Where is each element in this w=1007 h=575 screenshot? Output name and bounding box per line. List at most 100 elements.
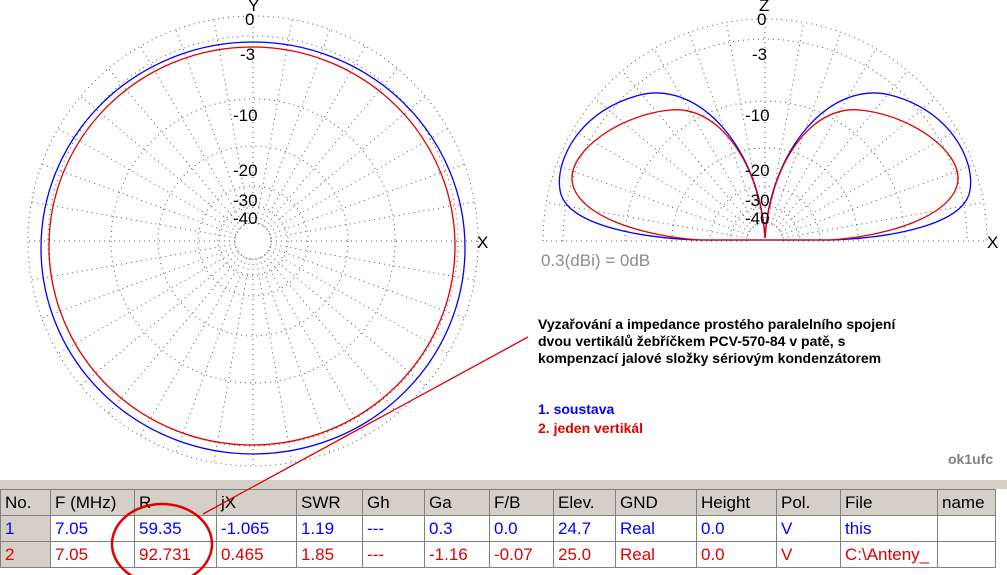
azimuth-ring-label-40: -40 [233,209,258,228]
grid-spoke [556,164,749,236]
header-swr[interactable]: SWR [296,489,363,516]
elevation-pattern-curves [558,92,972,241]
scale-note: 0.3(dBi) = 0dB [541,251,651,270]
grid-spoke [773,48,877,226]
cell-jx[interactable]: 0.465 [216,541,297,568]
grid-spoke [781,164,974,236]
grid-arc [671,147,859,242]
cell-no[interactable]: 2 [0,541,51,568]
azimuth-ring-label-3: -3 [240,45,255,64]
elevation-ring-label-20: -20 [745,161,770,180]
header-pol[interactable]: Pol. [776,489,841,516]
cell-ga[interactable]: 0.3 [424,515,490,542]
table-divider [0,480,1007,489]
header-jx[interactable]: jX [216,489,297,516]
legend-item-2: 2. jeden vertikál [538,420,644,436]
grid-spoke [269,246,465,319]
pattern-curve-series-2 [571,109,959,241]
cell-swr[interactable]: 1.85 [296,541,363,568]
header-elev[interactable]: Elev. [553,489,616,516]
elevation-ring-label-40: -40 [745,209,770,228]
cell-fb[interactable]: 0.0 [489,515,554,542]
grid-spoke [780,129,958,233]
azimuth-axis-x-label: X [477,233,488,252]
pattern-curve-series-1 [40,41,466,455]
header-gnd[interactable]: GND [615,489,697,516]
legend-item-1: 1. soustava [538,401,615,417]
grid-spoke [270,201,475,239]
cell-frequency[interactable]: 7.05 [50,515,135,542]
azimuth-pattern-curves [40,41,466,455]
cell-fb[interactable]: -0.07 [489,541,554,568]
description-text: Vyzařování a impedance prostého paraleln… [538,316,896,366]
cell-no[interactable]: 1 [0,515,51,542]
cell-file[interactable]: C:\Anteny_ [840,541,938,568]
header-fb[interactable]: F/B [489,489,554,516]
grid-arc [729,205,801,242]
grid-spoke [266,252,426,387]
grid-spoke [107,68,242,228]
grid-ring [27,15,479,467]
cell-swr[interactable]: 1.19 [296,515,363,542]
cell-elev[interactable]: 25.0 [553,541,616,568]
grid-spoke [255,258,293,463]
azimuth-grid [27,15,479,467]
cell-elev[interactable]: 24.7 [553,515,616,542]
table-header-row: No. F (MHz) R jX SWR Gh Ga F/B Elev. GND… [0,489,996,516]
grid-spoke [778,97,936,230]
elevation-ring-label-0: 0 [757,10,766,29]
cell-r[interactable]: 59.35 [134,515,217,542]
cell-ga[interactable]: -1.16 [424,541,490,568]
grid-spoke [31,201,236,239]
grid-spoke [266,95,426,230]
header-gh[interactable]: Gh [362,489,425,516]
grid-spoke [41,163,237,236]
azimuth-ring-label-20: -20 [233,161,258,180]
azimuth-ring-label-30: -30 [233,191,258,210]
table-row[interactable]: 2 7.05 92.731 0.465 1.85 --- -1.16 -0.07… [0,541,996,568]
azimuth-axis-y-label: Y [248,0,259,15]
grid-spoke [270,243,475,281]
cell-file[interactable]: this [840,515,938,542]
elevation-axis-z-label: Z [759,0,769,15]
header-frequency[interactable]: F (MHz) [50,489,135,516]
grid-ring [217,205,289,277]
cell-name[interactable] [937,515,996,542]
grid-spoke [258,257,331,453]
cell-frequency[interactable]: 7.05 [50,541,135,568]
elevation-ring-label-10: -10 [745,106,770,125]
cell-jx[interactable]: -1.065 [216,515,297,542]
azimuth-ring-label-10: -10 [233,106,258,125]
grid-spoke [213,258,251,463]
cell-r[interactable]: 92.731 [134,541,217,568]
table-row[interactable]: 1 7.05 59.35 -1.065 1.19 --- 0.3 0.0 24.… [0,515,996,542]
grid-spoke [107,254,242,414]
header-name[interactable]: name [937,489,996,516]
cell-height[interactable]: 0.0 [696,541,777,568]
grid-ring [157,145,349,337]
grid-ring [197,185,309,297]
header-ga[interactable]: Ga [424,489,490,516]
grid-spoke [264,68,399,228]
header-r[interactable]: R [134,489,217,516]
cell-height[interactable]: 0.0 [696,515,777,542]
cell-pol[interactable]: V [776,541,841,568]
cell-gh[interactable]: --- [362,515,425,542]
cell-name[interactable] [937,541,996,568]
grid-spoke [80,95,240,230]
cell-gh[interactable]: --- [362,541,425,568]
header-height[interactable]: Height [696,489,777,516]
grid-ring [110,98,396,384]
header-no[interactable]: No. [0,489,51,516]
grid-spoke [264,254,399,414]
grid-ring [234,222,272,260]
radiation-pattern-plots: Y X 0 -3 -10 -20 -30 -40 Z X 0 -3 -10 -2… [27,0,998,467]
header-file[interactable]: File [840,489,938,516]
results-table: No. F (MHz) R jX SWR Gh Ga F/B Elev. GND… [0,489,996,568]
cell-pol[interactable]: V [776,515,841,542]
cell-gnd[interactable]: Real [615,515,697,542]
cell-gnd[interactable]: Real [615,541,697,568]
grid-spoke [41,246,237,319]
grid-spoke [572,129,750,233]
azimuth-ring-label-0: 0 [245,10,254,29]
